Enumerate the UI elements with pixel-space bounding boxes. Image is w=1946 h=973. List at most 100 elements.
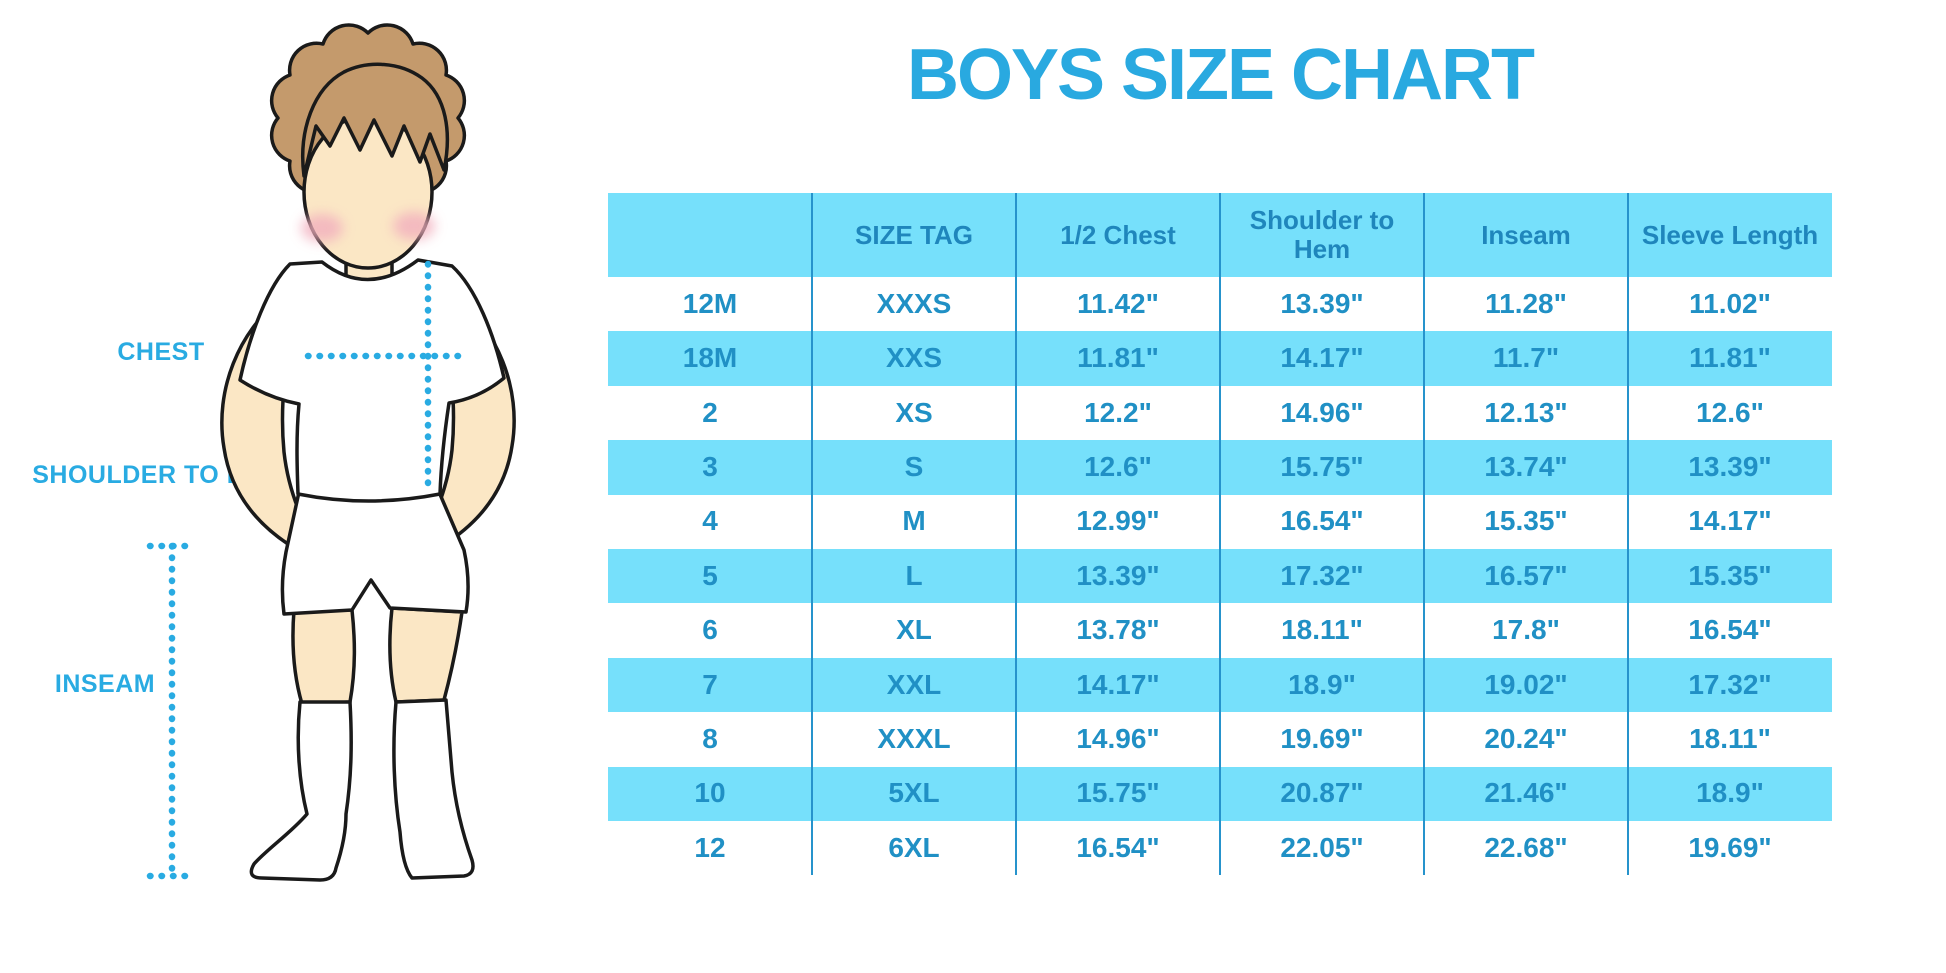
sleeve-length-cell: 16.54" <box>1688 614 1772 646</box>
header-half-chest-cell: 1/2 Chest <box>1060 219 1176 250</box>
table-row: 6 XL 13.78" 18.11" 17.8" 16.54" <box>608 603 1832 657</box>
sleeve-length-cell: 19.69" <box>1688 831 1772 863</box>
inseam-cell: 22.68" <box>1484 831 1568 863</box>
size-cell: 10 <box>694 777 726 809</box>
size-tag-cell: XXXS <box>876 287 952 319</box>
column-divider <box>1015 193 1017 875</box>
page-title: BOYS SIZE CHART <box>906 35 1535 115</box>
shoulder-to-hem-cell: 18.9" <box>1288 668 1356 700</box>
inseam-dotted-line <box>146 542 200 880</box>
inseam-label: INSEAM <box>54 670 156 698</box>
column-divider <box>1219 193 1221 875</box>
inseam-cell: 20.24" <box>1484 722 1568 754</box>
size-tag-cell: 5XL <box>888 777 940 809</box>
shoulder-to-hem-cell: 16.54" <box>1280 505 1364 537</box>
shorts <box>280 490 470 616</box>
size-cell: 12 <box>694 831 726 863</box>
shoulder-to-hem-cell: 13.39" <box>1280 287 1364 319</box>
size-tag-cell: 6XL <box>888 831 940 863</box>
size-tag-cell: XXL <box>886 668 942 700</box>
half-chest-cell: 15.75" <box>1076 777 1160 809</box>
size-table: SIZE TAG 1/2 Chest Shoulder to Hem Insea… <box>608 193 1832 875</box>
header-sleeve-length-cell: Sleeve Length <box>1641 219 1819 250</box>
table-row: 8 XXXL 14.96" 19.69" 20.24" 18.11" <box>608 712 1832 766</box>
boy-figure-illustration <box>0 0 600 973</box>
inseam-cell: 19.02" <box>1484 668 1568 700</box>
half-chest-cell: 14.96" <box>1076 722 1160 754</box>
half-chest-cell: 13.78" <box>1076 614 1160 646</box>
size-cell: 2 <box>702 396 718 428</box>
size-cell: 6 <box>702 614 718 646</box>
inseam-cell: 15.35" <box>1484 505 1568 537</box>
table-row: 12 6XL 16.54" 22.05" 22.68" 19.69" <box>608 821 1832 875</box>
table-row: 2 XS 12.2" 14.96" 12.13" 12.6" <box>608 386 1832 440</box>
size-cell: 18M <box>682 342 738 374</box>
size-tag-cell: XXXL <box>877 722 951 754</box>
boy-figure-svg <box>146 23 516 882</box>
table-row: 12M XXXS 11.42" 13.39" 11.28" 11.02" <box>608 277 1832 331</box>
shoulder-to-hem-cell: 14.17" <box>1280 342 1364 374</box>
size-cell: 3 <box>702 450 718 482</box>
inseam-cell: 21.46" <box>1484 777 1568 809</box>
size-cell: 5 <box>702 559 718 591</box>
chest-label: CHEST <box>117 338 205 366</box>
half-chest-cell: 12.6" <box>1084 450 1152 482</box>
size-tag-cell: XXS <box>885 342 943 374</box>
size-cell: 8 <box>702 722 718 754</box>
header-shoulder-to-hem-cell: Shoulder to Hem <box>1249 205 1395 264</box>
inseam-cell: 12.13" <box>1484 396 1568 428</box>
sleeve-length-cell: 11.02" <box>1689 287 1771 319</box>
sleeve-length-cell: 13.39" <box>1688 450 1772 482</box>
leg-right <box>388 606 464 704</box>
half-chest-cell: 12.99" <box>1076 505 1160 537</box>
half-chest-cell: 13.39" <box>1076 559 1160 591</box>
column-divider <box>811 193 813 875</box>
half-chest-cell: 12.2" <box>1084 396 1152 428</box>
sock-left <box>249 700 353 882</box>
shoulder-to-hem-cell: 19.69" <box>1280 722 1364 754</box>
shoulder-to-hem-cell: 14.96" <box>1280 396 1364 428</box>
inseam-cell: 11.28" <box>1485 287 1567 319</box>
half-chest-cell: 16.54" <box>1076 831 1160 863</box>
column-divider <box>1423 193 1425 875</box>
t-shirt <box>238 258 506 503</box>
sleeve-length-cell: 18.9" <box>1696 777 1764 809</box>
header-size-tag-cell: SIZE TAG <box>855 219 973 250</box>
cheek-left <box>301 214 343 242</box>
table-row: 4 M 12.99" 16.54" 15.35" 14.17" <box>608 495 1832 549</box>
half-chest-cell: 14.17" <box>1076 668 1160 700</box>
size-tag-cell: XL <box>896 614 932 646</box>
sleeve-length-cell: 14.17" <box>1688 505 1772 537</box>
inseam-cell: 16.57" <box>1484 559 1568 591</box>
cheek-right <box>393 212 435 240</box>
header-size-cell <box>608 193 812 277</box>
size-cell: 4 <box>702 505 718 537</box>
shoulder-to-hem-cell: 18.11" <box>1281 614 1363 646</box>
inseam-cell: 11.7" <box>1492 342 1560 374</box>
size-cell: 12M <box>682 287 738 319</box>
sleeve-length-cell: 15.35" <box>1688 559 1772 591</box>
sleeve-length-cell: 11.81" <box>1689 342 1771 374</box>
sleeve-length-cell: 17.32" <box>1688 668 1772 700</box>
size-tag-cell: L <box>905 559 923 591</box>
sleeve-length-cell: 12.6" <box>1696 396 1764 428</box>
header-inseam-cell: Inseam <box>1481 219 1571 250</box>
half-chest-cell: 11.81" <box>1077 342 1159 374</box>
sleeve-length-cell: 18.11" <box>1689 722 1771 754</box>
size-tag-cell: XS <box>895 396 933 428</box>
shoulder-to-hem-cell: 17.32" <box>1280 559 1364 591</box>
shoulder-to-hem-cell: 20.87" <box>1280 777 1364 809</box>
column-divider <box>1627 193 1629 875</box>
inseam-cell: 13.74" <box>1484 450 1568 482</box>
size-tag-cell: S <box>904 450 924 482</box>
hair-fringe <box>301 62 450 178</box>
size-cell: 7 <box>702 668 718 700</box>
size-tag-cell: M <box>902 505 926 537</box>
shoulder-to-hem-cell: 15.75" <box>1280 450 1364 482</box>
inseam-cell: 17.8" <box>1492 614 1560 646</box>
leg-left <box>291 608 357 706</box>
half-chest-cell: 11.42" <box>1077 287 1159 319</box>
sock-right <box>392 698 475 880</box>
shoulder-to-hem-cell: 22.05" <box>1280 831 1364 863</box>
